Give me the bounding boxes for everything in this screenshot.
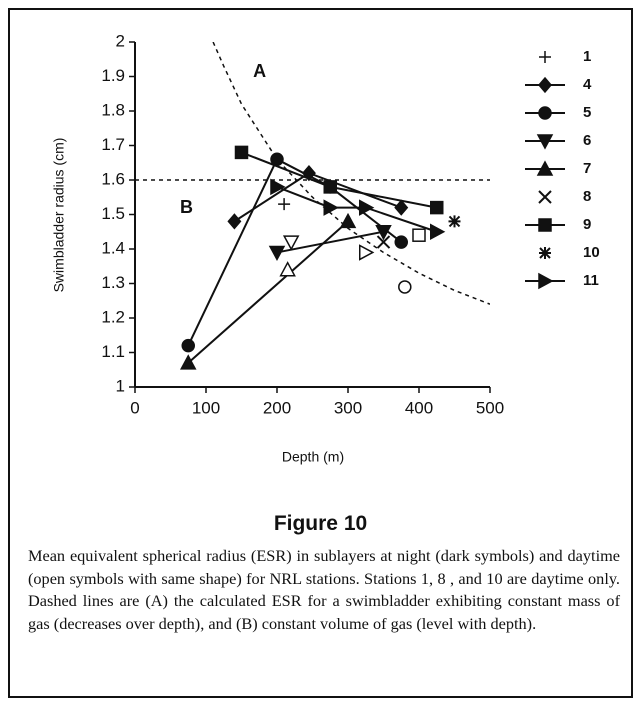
marker xyxy=(323,180,337,194)
reference-line xyxy=(212,42,490,305)
marker xyxy=(375,225,392,241)
y-tick-label: 1.2 xyxy=(101,307,125,326)
y-tick-label: 1.1 xyxy=(101,342,125,361)
figure-title: Figure 10 xyxy=(273,512,368,535)
marker xyxy=(278,198,291,211)
legend-marker xyxy=(538,76,552,94)
figure-frame xyxy=(8,8,633,698)
legend-marker xyxy=(539,247,551,259)
x-tick-label: 400 xyxy=(405,398,433,417)
x-tick-label: 500 xyxy=(476,398,504,417)
x-tick-label: 300 xyxy=(334,398,362,417)
marker xyxy=(179,354,197,370)
marker xyxy=(270,152,284,167)
y-tick-label: 1.5 xyxy=(101,204,125,223)
legend-marker xyxy=(538,190,552,204)
reference-label: A xyxy=(253,61,266,81)
legend-marker xyxy=(539,51,551,63)
reference-label: B xyxy=(180,197,193,217)
legend-label: 6 xyxy=(583,132,591,149)
marker xyxy=(394,199,409,216)
marker xyxy=(270,178,286,196)
marker xyxy=(430,200,444,215)
marker xyxy=(359,199,375,216)
y-tick-label: 1 xyxy=(116,376,125,395)
y-tick-label: 1.9 xyxy=(101,66,125,85)
legend-marker xyxy=(538,106,552,120)
legend-label: 4 xyxy=(583,76,592,93)
legend-label: 10 xyxy=(583,244,600,261)
x-tick-label: 200 xyxy=(263,398,291,417)
y-tick-label: 2 xyxy=(116,31,125,50)
y-tick-label: 1.4 xyxy=(101,238,125,257)
legend-label: 11 xyxy=(583,272,599,289)
marker xyxy=(181,338,195,353)
marker xyxy=(376,235,391,249)
marker xyxy=(394,235,408,249)
legend-marker xyxy=(538,218,552,232)
marker xyxy=(268,245,286,262)
marker xyxy=(430,223,446,241)
marker xyxy=(359,244,375,261)
y-tick-label: 1.8 xyxy=(101,100,125,119)
x-axis-label: Depth (m) xyxy=(282,449,344,465)
y-axis-label: Swimbladder radius (cm) xyxy=(51,138,67,293)
chart: Depth (m) Swimbladder radius (cm) 1 1.1 1.… xyxy=(51,31,600,465)
legend-marker xyxy=(536,160,554,176)
marker xyxy=(301,164,316,182)
marker xyxy=(412,228,426,242)
y-tick-label: 1.7 xyxy=(101,135,125,154)
marker xyxy=(323,199,339,216)
legend-marker xyxy=(536,134,554,150)
marker xyxy=(448,215,461,228)
figure-caption: Mean equivalent spherical radius (ESR) i… xyxy=(28,546,620,633)
x-tick-label: 100 xyxy=(192,398,220,417)
legend-marker xyxy=(538,272,554,290)
marker xyxy=(234,145,249,160)
marker xyxy=(279,261,296,277)
marker xyxy=(339,212,357,229)
legend-label: 5 xyxy=(583,104,591,121)
marker xyxy=(398,280,412,294)
y-tick-label: 1.3 xyxy=(101,273,125,292)
legend-label: 9 xyxy=(583,216,591,233)
legend-label: 8 xyxy=(583,188,591,205)
x-tick-label: 0 xyxy=(130,398,139,417)
series-line xyxy=(187,220,349,364)
series-line xyxy=(276,230,384,254)
marker xyxy=(282,235,300,251)
legend-label: 1 xyxy=(583,48,591,65)
series-line xyxy=(276,185,438,233)
marker xyxy=(227,213,242,230)
legend-label: 7 xyxy=(583,160,591,177)
y-tick-label: 1.6 xyxy=(101,169,125,188)
